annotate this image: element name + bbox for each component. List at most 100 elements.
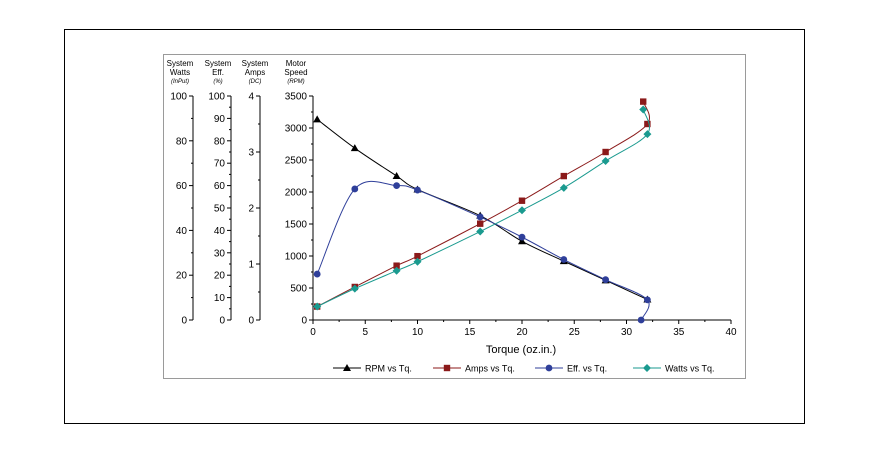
y-tick-label-watts: 60 bbox=[176, 181, 188, 192]
data-point-amps bbox=[414, 252, 421, 260]
data-point-amps bbox=[644, 120, 651, 128]
data-point-eff bbox=[393, 182, 400, 190]
legend-marker-watts bbox=[643, 364, 651, 372]
x-tick-label: 20 bbox=[516, 327, 528, 338]
x-tick-label: 35 bbox=[673, 327, 685, 338]
y-tick-label-amps: 0 bbox=[248, 316, 254, 327]
y-tick-label-rpm: 2000 bbox=[285, 188, 308, 199]
y-tick-label-amps: 4 bbox=[248, 92, 254, 103]
x-tick-label: 30 bbox=[621, 327, 633, 338]
y-tick-label-watts: 80 bbox=[176, 136, 188, 147]
y-tick-label-eff: 80 bbox=[214, 136, 226, 147]
x-tick-label: 0 bbox=[310, 327, 316, 338]
data-point-eff bbox=[414, 186, 421, 194]
data-point-rpm bbox=[313, 115, 322, 123]
legend-marker-amps bbox=[443, 364, 451, 372]
y-axis-title-amps: System bbox=[242, 59, 269, 68]
data-point-amps bbox=[602, 148, 609, 156]
y-tick-label-watts: 0 bbox=[181, 316, 187, 327]
y-axis-title-watts: Watts bbox=[170, 68, 190, 77]
y-tick-label-eff: 40 bbox=[214, 226, 226, 237]
data-point-rpm bbox=[392, 172, 401, 179]
data-point-watts bbox=[643, 130, 652, 139]
data-point-eff bbox=[351, 185, 359, 193]
x-tick-label: 25 bbox=[569, 327, 581, 338]
data-point-amps bbox=[477, 220, 484, 227]
data-point-rpm bbox=[518, 237, 526, 245]
legend-marker-eff bbox=[545, 364, 553, 372]
y-tick-label-rpm: 2500 bbox=[285, 156, 308, 167]
y-axis-unit-rpm: (RPM) bbox=[287, 79, 304, 85]
y-tick-label-rpm: 1500 bbox=[285, 220, 308, 231]
data-point-watts bbox=[313, 302, 322, 311]
y-tick-label-amps: 2 bbox=[248, 204, 254, 215]
x-tick-label: 40 bbox=[725, 327, 737, 338]
data-point-watts bbox=[392, 266, 401, 275]
y-axis-title-eff: Eff. bbox=[212, 68, 224, 77]
legend-layer: RPM vs Tq. Amps vs Tq. Eff. vs Tq. Watts vs… bbox=[333, 364, 715, 374]
y-tick-label-eff: 20 bbox=[214, 271, 226, 282]
data-point-watts bbox=[413, 257, 422, 266]
data-point-watts bbox=[601, 156, 610, 165]
y-tick-label-watts: 20 bbox=[176, 271, 188, 282]
y-axis-title-eff: System bbox=[205, 59, 232, 68]
data-point-eff bbox=[644, 296, 651, 304]
legend-label-rpm: RPM vs Tq. bbox=[365, 364, 412, 374]
data-point-watts bbox=[639, 105, 648, 114]
data-point-eff bbox=[560, 256, 568, 263]
data-point-watts bbox=[518, 206, 526, 215]
series-line-rpm bbox=[316, 118, 648, 300]
data-point-watts bbox=[476, 227, 485, 236]
y-axis-title-rpm: Motor bbox=[286, 59, 307, 68]
x-tick-label: 5 bbox=[362, 327, 368, 338]
y-tick-label-amps: 1 bbox=[248, 260, 254, 271]
y-tick-label-rpm: 1000 bbox=[285, 252, 308, 263]
y-tick-label-eff: 50 bbox=[214, 204, 226, 215]
series-layer bbox=[313, 98, 652, 324]
y-tick-label-watts: 40 bbox=[176, 226, 188, 237]
axes-layer: SystemWatts(InPut)020406080100SystemEff.… bbox=[167, 59, 737, 338]
data-point-eff bbox=[313, 270, 321, 278]
y-axis-unit-amps: (DC) bbox=[249, 79, 262, 85]
legend-label-amps: Amps vs Tq. bbox=[465, 364, 515, 374]
x-tick-label: 15 bbox=[464, 327, 476, 338]
data-point-amps bbox=[640, 98, 647, 105]
legend-label-watts: Watts vs Tq. bbox=[665, 364, 715, 374]
y-tick-label-eff: 10 bbox=[214, 293, 226, 304]
y-axis-title-watts: System bbox=[167, 59, 194, 68]
y-axis-unit-watts: (InPut) bbox=[171, 79, 189, 85]
x-axis-label: Torque (oz.in.) bbox=[486, 344, 556, 356]
y-axis-title-rpm: Speed bbox=[284, 68, 307, 77]
data-point-eff bbox=[518, 233, 526, 241]
data-point-eff bbox=[602, 276, 609, 284]
y-tick-label-amps: 3 bbox=[248, 148, 254, 159]
series-line-amps bbox=[316, 101, 650, 308]
data-point-watts bbox=[350, 284, 359, 293]
y-tick-label-eff: 100 bbox=[208, 92, 225, 103]
x-tick-label: 10 bbox=[412, 327, 424, 338]
data-point-eff bbox=[637, 316, 645, 324]
data-point-amps bbox=[393, 262, 400, 269]
data-point-eff bbox=[476, 213, 484, 221]
y-tick-label-rpm: 3000 bbox=[285, 124, 308, 135]
y-tick-label-rpm: 500 bbox=[290, 284, 307, 295]
y-tick-label-eff: 60 bbox=[214, 181, 226, 192]
chart-frame bbox=[163, 54, 746, 379]
series-line-eff bbox=[316, 180, 650, 321]
y-tick-label-eff: 90 bbox=[214, 114, 226, 125]
outer-frame bbox=[64, 29, 805, 424]
y-tick-label-eff: 30 bbox=[214, 248, 226, 259]
y-tick-label-watts: 100 bbox=[170, 92, 187, 103]
y-tick-label-rpm: 3500 bbox=[285, 92, 308, 103]
data-point-rpm bbox=[350, 144, 359, 152]
y-tick-label-eff: 0 bbox=[219, 316, 225, 327]
y-tick-label-eff: 70 bbox=[214, 159, 226, 170]
series-line-watts bbox=[316, 109, 650, 308]
legend-marker-rpm bbox=[343, 364, 351, 371]
data-point-amps bbox=[560, 172, 567, 180]
y-axis-title-amps: Amps bbox=[245, 68, 265, 77]
y-tick-label-rpm: 0 bbox=[301, 316, 307, 327]
legend-label-eff: Eff. vs Tq. bbox=[567, 364, 607, 374]
data-point-amps bbox=[518, 197, 526, 204]
